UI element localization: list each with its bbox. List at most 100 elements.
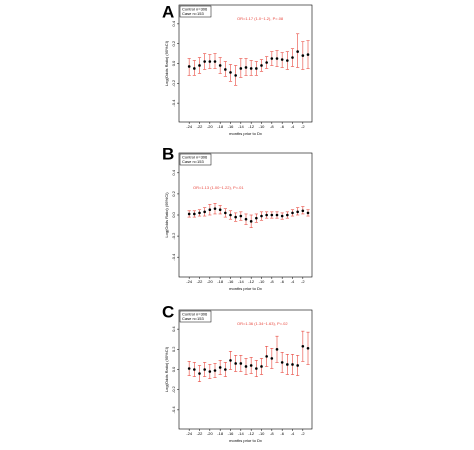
data-point-group	[290, 354, 295, 375]
y-tick-label: 0.2	[171, 346, 176, 352]
data-point	[187, 65, 191, 68]
data-point	[270, 213, 274, 217]
y-tick-label: 0.0	[171, 60, 176, 66]
y-axis-title: Log(Odds Ratio) (95%CI)	[164, 346, 169, 392]
panel-letter: A	[162, 2, 174, 21]
data-point	[234, 74, 237, 77]
data-point-group	[192, 362, 196, 377]
data-point	[296, 210, 299, 214]
data-point	[275, 213, 279, 217]
data-point-group	[265, 56, 269, 69]
x-tick-label: -2	[301, 124, 305, 129]
x-tick-label: -14	[238, 124, 245, 129]
data-point-group	[280, 52, 284, 68]
y-tick-label: -0.4	[171, 99, 176, 107]
data-point-group	[203, 53, 207, 70]
data-point-group	[197, 209, 202, 217]
panel-letter: B	[162, 144, 174, 163]
legend-box	[179, 153, 212, 166]
x-tick-label: -10	[259, 431, 266, 436]
data-point-group	[234, 212, 238, 222]
data-point	[224, 68, 227, 71]
data-point	[239, 362, 243, 365]
panel-letter: C	[162, 302, 174, 321]
x-tick-label: -20	[207, 279, 214, 284]
data-point-group	[270, 211, 274, 219]
data-point	[301, 209, 305, 213]
x-tick-label: -4	[291, 431, 295, 436]
x-tick-label: -4	[291, 279, 295, 284]
x-tick-label: -8	[270, 431, 274, 436]
data-point	[244, 365, 248, 368]
data-point-group	[275, 211, 279, 219]
data-point	[244, 66, 248, 69]
data-point-group	[218, 57, 222, 74]
data-point	[265, 355, 268, 358]
data-point	[213, 369, 217, 372]
data-point	[286, 59, 289, 62]
data-point	[255, 216, 258, 220]
data-point-group	[306, 40, 310, 69]
x-tick-label: -22	[197, 124, 204, 129]
data-point	[224, 211, 227, 215]
data-point	[193, 368, 196, 371]
data-point-group	[285, 211, 289, 219]
data-point-group	[296, 33, 300, 68]
chart-panel-a: A-0.4-0.20.00.20.4-24 -22 -20 -18 -16 -14 -12-…	[162, 2, 313, 136]
y-axis-title: Log(Odds Ratio) (95%CI)	[164, 40, 169, 86]
data-point	[306, 347, 310, 350]
data-point-group	[244, 58, 248, 76]
data-point-group	[203, 362, 207, 377]
data-point-group	[285, 354, 289, 375]
data-point	[286, 213, 289, 217]
data-point-group	[218, 360, 222, 375]
data-point	[280, 58, 284, 61]
legend-entry: Case n=153	[182, 11, 204, 16]
data-point	[198, 64, 201, 67]
y-tick-label: 0.0	[171, 211, 176, 217]
data-point	[260, 214, 263, 218]
y-axis-title: Log(Odds Ratio) (95%CI)	[164, 192, 169, 238]
data-point-group	[270, 51, 274, 66]
data-point-group	[187, 58, 191, 76]
data-point	[280, 361, 284, 364]
x-tick-label: -10	[259, 124, 266, 129]
plot-frame	[178, 152, 313, 278]
data-point	[255, 367, 258, 370]
x-tick-label: -24	[186, 279, 193, 284]
data-point	[229, 213, 232, 217]
plot-frame	[178, 309, 313, 430]
data-point-group	[280, 352, 284, 373]
data-point-group	[254, 360, 258, 377]
x-tick-label: -14	[238, 279, 245, 284]
data-point	[193, 212, 196, 216]
data-point	[249, 364, 253, 367]
y-tick-label: 0.4	[171, 326, 176, 332]
data-point-group	[254, 61, 258, 76]
data-point-group	[249, 214, 253, 228]
data-point	[239, 214, 243, 218]
data-point	[291, 363, 294, 366]
data-point-group	[239, 355, 243, 372]
plot-frame	[178, 4, 313, 123]
data-point	[218, 366, 222, 369]
data-point	[187, 212, 191, 216]
data-point-group	[270, 348, 274, 369]
data-point-group	[259, 358, 264, 375]
data-point-group	[187, 210, 191, 218]
x-tick-label: -2	[301, 279, 305, 284]
data-point-group	[228, 64, 233, 82]
data-point-group	[223, 61, 227, 77]
x-tick-label: -18	[217, 431, 224, 436]
data-point-group	[228, 351, 233, 370]
x-tick-label: -20	[207, 431, 214, 436]
data-point-group	[265, 345, 269, 367]
y-tick-label: 0.2	[171, 190, 176, 196]
x-tick-label: -24	[186, 124, 193, 129]
x-tick-label: -6	[280, 431, 284, 436]
data-point-group	[228, 210, 233, 220]
